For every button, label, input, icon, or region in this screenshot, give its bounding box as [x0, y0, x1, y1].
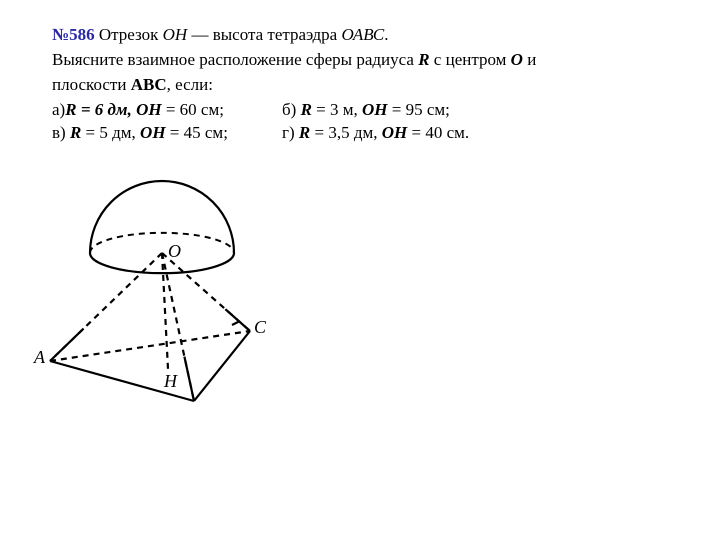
l2-o: О: [511, 50, 523, 69]
case-v-label: в): [52, 123, 70, 142]
case-g-eq2: = 40 см.: [407, 123, 469, 142]
case-v-r: R: [70, 123, 81, 142]
seg-oh: ОН: [163, 25, 188, 44]
case-b-eq1: = 3 м,: [312, 100, 362, 119]
svg-text:A: A: [33, 347, 46, 367]
case-a-eq2: = 60 см;: [162, 100, 224, 119]
t1: Отрезок: [99, 25, 163, 44]
cases: а)R = 6 дм, ОН = 60 см; б) R = 3 м, ОН =…: [52, 99, 680, 145]
problem-statement: №586 Отрезок ОН — высота тетраэдра ОАВС.…: [52, 24, 680, 145]
case-v-eq1: = 5 дм,: [81, 123, 140, 142]
case-b-r: R: [301, 100, 312, 119]
l3-t1: плоскости: [52, 75, 131, 94]
case-a-eq1: = 6 дм,: [77, 100, 137, 119]
case-b-eq2: = 95 см;: [388, 100, 450, 119]
t2: — высота тетраэдра: [187, 25, 341, 44]
case-a-label: а): [52, 100, 65, 119]
svg-text:C: C: [254, 317, 267, 337]
case-a-r: R: [65, 100, 76, 119]
case-v-oh: ОН: [140, 123, 166, 142]
case-g-oh: ОН: [382, 123, 408, 142]
case-g-eq1: = 3,5 дм,: [310, 123, 382, 142]
case-a-oh: ОН: [136, 100, 162, 119]
seg-oabc: ОАВС: [341, 25, 384, 44]
problem-number: №586: [52, 25, 95, 44]
l2-r: R: [418, 50, 429, 69]
case-g-r: R: [299, 123, 310, 142]
tetrahedron-sphere-diagram: O A C H: [32, 163, 292, 423]
case-v-eq2: = 45 см;: [166, 123, 228, 142]
l2-t3: и: [523, 50, 536, 69]
case-g-label: г): [282, 123, 299, 142]
t3: .: [384, 25, 388, 44]
case-b-label: б): [282, 100, 301, 119]
figure: O A C H: [32, 163, 680, 430]
l2-t2: с центром: [430, 50, 511, 69]
svg-text:H: H: [163, 371, 178, 391]
case-b-oh: ОН: [362, 100, 388, 119]
svg-text:O: O: [168, 241, 181, 261]
l3-t2: , если:: [167, 75, 213, 94]
l2-t1: Выясните взаимное расположение сферы рад…: [52, 50, 418, 69]
l3-abc: АВС: [131, 75, 167, 94]
